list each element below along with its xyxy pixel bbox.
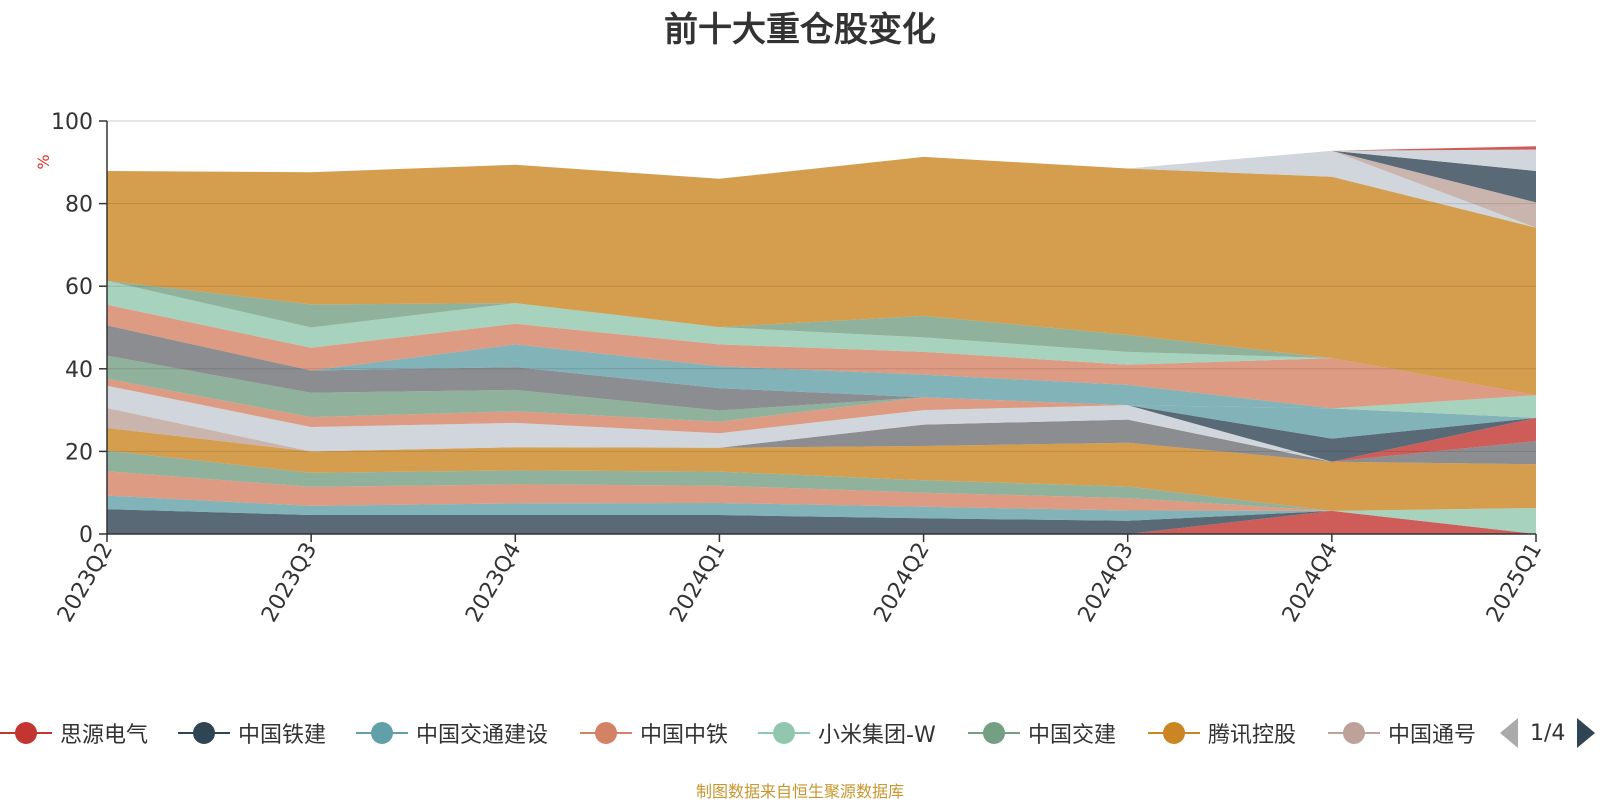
legend-label: 中国铁建 [238, 723, 327, 748]
y-tick-label: 80 [65, 193, 93, 218]
area-series-8[interactable] [107, 408, 1536, 465]
area-series-25[interactable] [107, 150, 1536, 228]
legend-label: 思源电气 [60, 723, 149, 748]
x-tick-label: 2024Q1 [665, 539, 730, 627]
legend-next-page-icon[interactable] [1577, 718, 1596, 748]
area-series-19[interactable] [107, 280, 1536, 396]
legend-label: 腾讯控股 [1208, 723, 1297, 748]
legend-marker-icon [356, 716, 408, 750]
y-tick-label: 0 [79, 523, 93, 548]
legend-page-indicator: 1/4 [1530, 720, 1566, 746]
area-series-2[interactable] [107, 495, 1536, 534]
legend-pager: 1/4 [1500, 716, 1596, 750]
area-series-10[interactable] [107, 385, 1536, 462]
x-tick-label: 2023Q3 [257, 539, 322, 627]
y-tick-label: 100 [51, 110, 93, 135]
legend-prev-page-icon[interactable] [1500, 718, 1518, 748]
legend-marker-icon [178, 716, 230, 750]
legend-marker-icon [968, 716, 1020, 750]
y-tick-label: 60 [65, 275, 93, 300]
area-series-29[interactable] [107, 146, 1536, 179]
legend-item[interactable]: 腾讯控股 [1148, 716, 1296, 750]
area-series-1[interactable] [107, 509, 1536, 534]
legend-item[interactable]: 思源电气 [0, 716, 148, 750]
data-source-note: 制图数据来自恒生聚源数据库 [695, 782, 904, 801]
area-series-15[interactable] [107, 355, 1536, 422]
legend-item[interactable]: 中国交建 [968, 716, 1116, 750]
legend-item[interactable]: 中国通号 [1328, 716, 1476, 750]
area-series-14[interactable] [107, 378, 1536, 434]
x-tick-label: 2025Q1 [1482, 539, 1547, 627]
area-series-6[interactable] [107, 427, 1536, 511]
area-series-18[interactable] [107, 304, 1536, 409]
area-series-5[interactable] [107, 450, 1536, 511]
x-tick-label: 2023Q2 [53, 539, 118, 627]
legend-label: 小米集团-W [818, 723, 936, 748]
area-series-28[interactable] [107, 149, 1536, 179]
legend-label: 中国交通建设 [416, 723, 549, 748]
legend-label: 中国交建 [1028, 723, 1117, 748]
chart-title: 前十大重仓股变化 [664, 10, 936, 50]
x-tick-label: 2024Q4 [1278, 539, 1343, 627]
y-tick-label: 20 [65, 440, 93, 465]
legend-marker-icon [0, 716, 52, 750]
legend-marker-icon [1148, 716, 1200, 750]
area-series-12[interactable] [107, 385, 1536, 439]
chart-legend: 思源电气 中国铁建 中国交通建设 中国中铁 小米集团-W 中国交建 腾讯控股 中国通号 [0, 716, 1600, 750]
y-tick-label: 40 [65, 358, 93, 383]
legend-item[interactable]: 中国铁建 [178, 716, 326, 750]
legend-label: 中国中铁 [640, 723, 729, 748]
legend-marker-icon [1328, 716, 1380, 750]
x-tick-label: 2024Q3 [1074, 539, 1139, 627]
legend-marker-icon [580, 716, 632, 750]
legend-item[interactable]: 中国交通建设 [356, 716, 548, 750]
legend-label: 中国通号 [1388, 723, 1477, 748]
legend-item[interactable]: 小米集团-W [758, 716, 936, 750]
stacked-area-chart: 0 20 40 60 80 100% 2023Q2 2023Q3 2023Q4 2024Q1 202… [34, 110, 1547, 627]
x-tick-label: 2024Q2 [869, 539, 934, 627]
area-series-9[interactable] [107, 385, 1536, 462]
area-series-0[interactable] [107, 510, 1536, 534]
area-series-3[interactable] [107, 471, 1536, 534]
area-series-17[interactable] [107, 325, 1536, 409]
area-series-21[interactable] [107, 156, 1536, 396]
x-tick-label: 2023Q4 [461, 539, 526, 627]
legend-item[interactable]: 中国中铁 [580, 716, 728, 750]
area-series-16[interactable] [107, 325, 1536, 411]
legend-marker-icon [758, 716, 810, 750]
y-axis-unit-label: % [34, 154, 53, 169]
